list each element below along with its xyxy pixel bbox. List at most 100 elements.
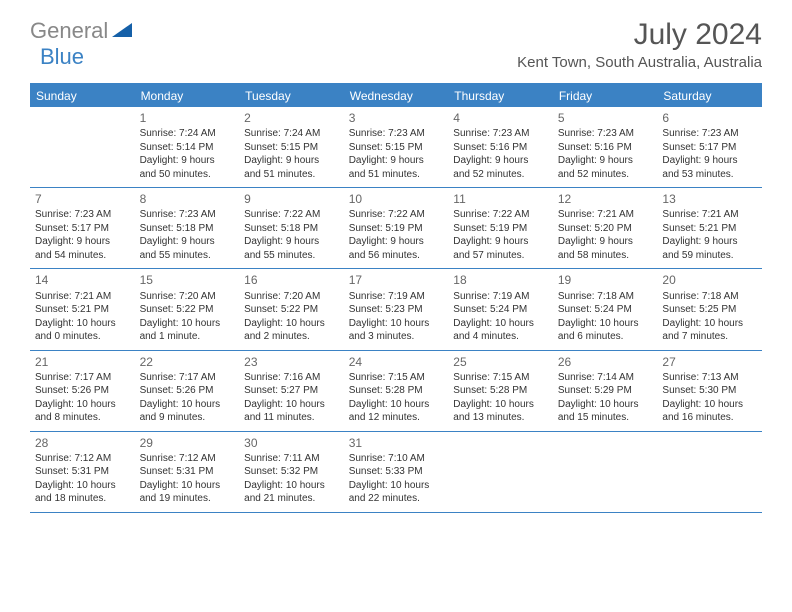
day-cell: 17Sunrise: 7:19 AMSunset: 5:23 PMDayligh… [344, 269, 449, 349]
sunset-text: Sunset: 5:17 PM [662, 141, 757, 155]
daylight-text: and 55 minutes. [140, 249, 235, 263]
daylight-text: and 9 minutes. [140, 411, 235, 425]
day-cell: 25Sunrise: 7:15 AMSunset: 5:28 PMDayligh… [448, 351, 553, 431]
daylight-text: Daylight: 10 hours [140, 317, 235, 331]
daylight-text: Daylight: 10 hours [662, 398, 757, 412]
sunrise-text: Sunrise: 7:22 AM [244, 208, 339, 222]
sunrise-text: Sunrise: 7:20 AM [140, 290, 235, 304]
sunrise-text: Sunrise: 7:16 AM [244, 371, 339, 385]
day-header-cell: Thursday [448, 85, 553, 107]
sunrise-text: Sunrise: 7:19 AM [349, 290, 444, 304]
sunset-text: Sunset: 5:24 PM [453, 303, 548, 317]
day-number: 2 [244, 110, 339, 126]
daylight-text: and 19 minutes. [140, 492, 235, 506]
day-cell: 26Sunrise: 7:14 AMSunset: 5:29 PMDayligh… [553, 351, 658, 431]
day-cell: 4Sunrise: 7:23 AMSunset: 5:16 PMDaylight… [448, 107, 553, 187]
sunset-text: Sunset: 5:18 PM [244, 222, 339, 236]
sunset-text: Sunset: 5:20 PM [558, 222, 653, 236]
daylight-text: Daylight: 10 hours [662, 317, 757, 331]
day-number: 28 [35, 435, 130, 451]
day-number: 5 [558, 110, 653, 126]
day-number: 9 [244, 191, 339, 207]
sunrise-text: Sunrise: 7:24 AM [244, 127, 339, 141]
empty-cell [553, 432, 658, 512]
sunrise-text: Sunrise: 7:22 AM [349, 208, 444, 222]
day-cell: 27Sunrise: 7:13 AMSunset: 5:30 PMDayligh… [657, 351, 762, 431]
day-cell: 16Sunrise: 7:20 AMSunset: 5:22 PMDayligh… [239, 269, 344, 349]
day-number: 15 [140, 272, 235, 288]
day-number: 26 [558, 354, 653, 370]
sunset-text: Sunset: 5:33 PM [349, 465, 444, 479]
sunrise-text: Sunrise: 7:23 AM [349, 127, 444, 141]
sunrise-text: Sunrise: 7:17 AM [140, 371, 235, 385]
day-cell: 6Sunrise: 7:23 AMSunset: 5:17 PMDaylight… [657, 107, 762, 187]
day-number: 29 [140, 435, 235, 451]
day-cell: 22Sunrise: 7:17 AMSunset: 5:26 PMDayligh… [135, 351, 240, 431]
day-cell: 5Sunrise: 7:23 AMSunset: 5:16 PMDaylight… [553, 107, 658, 187]
sunset-text: Sunset: 5:19 PM [349, 222, 444, 236]
day-number: 18 [453, 272, 548, 288]
daylight-text: Daylight: 10 hours [349, 317, 444, 331]
empty-cell [30, 107, 135, 187]
sunset-text: Sunset: 5:29 PM [558, 384, 653, 398]
daylight-text: Daylight: 10 hours [35, 317, 130, 331]
title-block: July 2024 Kent Town, South Australia, Au… [517, 18, 762, 71]
daylight-text: and 57 minutes. [453, 249, 548, 263]
daylight-text: Daylight: 9 hours [244, 154, 339, 168]
day-number: 23 [244, 354, 339, 370]
sunrise-text: Sunrise: 7:19 AM [453, 290, 548, 304]
sunrise-text: Sunrise: 7:23 AM [140, 208, 235, 222]
day-cell: 3Sunrise: 7:23 AMSunset: 5:15 PMDaylight… [344, 107, 449, 187]
logo-text-gray: General [30, 18, 108, 44]
sunrise-text: Sunrise: 7:12 AM [140, 452, 235, 466]
day-number: 1 [140, 110, 235, 126]
sunrise-text: Sunrise: 7:23 AM [35, 208, 130, 222]
daylight-text: Daylight: 9 hours [140, 235, 235, 249]
sunset-text: Sunset: 5:23 PM [349, 303, 444, 317]
daylight-text: Daylight: 10 hours [558, 398, 653, 412]
sunset-text: Sunset: 5:32 PM [244, 465, 339, 479]
sunset-text: Sunset: 5:26 PM [35, 384, 130, 398]
day-number: 22 [140, 354, 235, 370]
sunset-text: Sunset: 5:30 PM [662, 384, 757, 398]
header: General July 2024 Kent Town, South Austr… [0, 0, 792, 75]
daylight-text: Daylight: 10 hours [349, 398, 444, 412]
daylight-text: Daylight: 9 hours [558, 154, 653, 168]
sunrise-text: Sunrise: 7:23 AM [662, 127, 757, 141]
sunset-text: Sunset: 5:14 PM [140, 141, 235, 155]
day-number: 6 [662, 110, 757, 126]
day-header-cell: Monday [135, 85, 240, 107]
day-cell: 24Sunrise: 7:15 AMSunset: 5:28 PMDayligh… [344, 351, 449, 431]
sunrise-text: Sunrise: 7:18 AM [662, 290, 757, 304]
sunrise-text: Sunrise: 7:17 AM [35, 371, 130, 385]
daylight-text: Daylight: 9 hours [662, 235, 757, 249]
empty-cell [657, 432, 762, 512]
day-cell: 14Sunrise: 7:21 AMSunset: 5:21 PMDayligh… [30, 269, 135, 349]
daylight-text: and 56 minutes. [349, 249, 444, 263]
daylight-text: and 51 minutes. [244, 168, 339, 182]
sunset-text: Sunset: 5:21 PM [662, 222, 757, 236]
sunrise-text: Sunrise: 7:13 AM [662, 371, 757, 385]
daylight-text: and 2 minutes. [244, 330, 339, 344]
week-row: 21Sunrise: 7:17 AMSunset: 5:26 PMDayligh… [30, 351, 762, 432]
day-number: 12 [558, 191, 653, 207]
daylight-text: Daylight: 9 hours [349, 154, 444, 168]
daylight-text: Daylight: 10 hours [244, 398, 339, 412]
week-row: 1 Sunrise: 7:24 AM Sunset: 5:14 PM Daylight… [30, 107, 762, 188]
day-header-cell: Saturday [657, 85, 762, 107]
daylight-text: and 13 minutes. [453, 411, 548, 425]
daylight-text: Daylight: 9 hours [35, 235, 130, 249]
daylight-text: Daylight: 10 hours [349, 479, 444, 493]
daylight-text: Daylight: 9 hours [662, 154, 757, 168]
daylight-text: and 11 minutes. [244, 411, 339, 425]
day-number: 21 [35, 354, 130, 370]
day-cell: 9Sunrise: 7:22 AMSunset: 5:18 PMDaylight… [239, 188, 344, 268]
logo-triangle-icon [112, 21, 132, 42]
sunset-text: Sunset: 5:15 PM [349, 141, 444, 155]
day-cell: 10Sunrise: 7:22 AMSunset: 5:19 PMDayligh… [344, 188, 449, 268]
week-row: 28Sunrise: 7:12 AMSunset: 5:31 PMDayligh… [30, 432, 762, 513]
day-cell: 2Sunrise: 7:24 AMSunset: 5:15 PMDaylight… [239, 107, 344, 187]
day-cell: 30Sunrise: 7:11 AMSunset: 5:32 PMDayligh… [239, 432, 344, 512]
day-number: 13 [662, 191, 757, 207]
daylight-text: and 58 minutes. [558, 249, 653, 263]
